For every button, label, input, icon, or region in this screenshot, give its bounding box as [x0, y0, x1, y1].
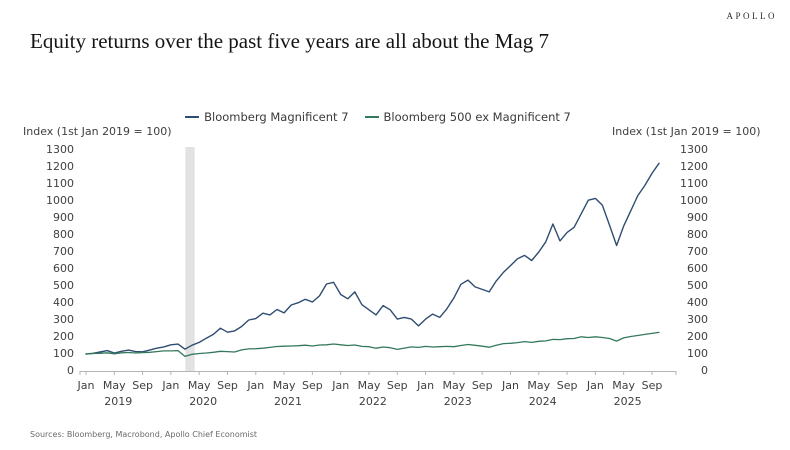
x-year-label: 2019 [104, 395, 133, 408]
y-tick-label-left: 800 [53, 228, 74, 241]
y-tick-label-right: 200 [687, 330, 708, 343]
y-tick-label-left: 900 [53, 211, 74, 224]
y-tick-label-right: 1300 [680, 143, 708, 156]
y-tick-label-right: 700 [687, 245, 708, 258]
y-tick-label-left: 1100 [46, 177, 74, 190]
y-tick-label-left: 1200 [46, 160, 74, 173]
x-month-label: Sep [641, 379, 663, 392]
x-month-label: May [272, 379, 296, 392]
x-month-label: Jan [247, 379, 265, 392]
y-tick-label-left: 600 [53, 262, 74, 275]
x-month-label: Jan [77, 379, 95, 392]
x-month-label: Sep [302, 379, 323, 392]
y-tick-label-left: 1300 [46, 143, 74, 156]
y-tick-label-left: 100 [53, 347, 74, 360]
x-month-label: May [102, 379, 126, 392]
y-tick-label-right: 500 [687, 279, 708, 292]
x-month-label: May [442, 379, 466, 392]
x-year-label: 2024 [528, 395, 557, 408]
y-tick-label-right: 600 [687, 262, 708, 275]
x-month-label: Sep [217, 379, 238, 392]
x-year-label: 2022 [358, 395, 387, 408]
y-tick-label-left: 300 [53, 313, 74, 326]
legend-swatch [364, 116, 379, 118]
x-month-label: May [357, 379, 381, 392]
x-month-label: May [612, 379, 635, 392]
legend-item: Bloomberg 500 ex Magnificent 7 [364, 110, 571, 124]
y-tick-label-left: 1000 [46, 194, 74, 207]
x-month-label: Sep [471, 379, 493, 392]
x-month-label: Sep [386, 379, 408, 392]
y-tick-label-right: 400 [687, 296, 708, 309]
x-month-label: Jan [417, 379, 435, 392]
y-tick-label-right: 800 [687, 228, 708, 241]
series-line-500-ex-magnificent-7 [85, 331, 660, 358]
y-tick-label-right: 300 [687, 313, 708, 326]
y-tick-label-right: 1100 [680, 177, 708, 190]
recession-band [185, 147, 195, 371]
y-tick-label-left: 500 [53, 279, 74, 292]
x-month-label: May [187, 379, 211, 392]
legend-swatch [185, 116, 200, 118]
x-month-label: Jan [586, 379, 604, 392]
x-month-label: Jan [162, 379, 180, 392]
apollo-logo: APOLLO [726, 11, 777, 21]
y-tick-label-left: 700 [53, 245, 74, 258]
x-year-label: 2020 [189, 395, 218, 408]
y-tick-label-left: 0 [67, 364, 74, 377]
x-month-label: Sep [132, 379, 153, 392]
page-title: Equity returns over the past five years … [30, 29, 549, 53]
series-line-magnificent-7 [85, 162, 660, 355]
legend-label: Bloomberg Magnificent 7 [204, 110, 349, 124]
legend-label: Bloomberg 500 ex Magnificent 7 [383, 110, 571, 124]
x-month-label: Jan [502, 379, 519, 392]
x-month-label: May [527, 379, 551, 392]
chart-legend: Bloomberg Magnificent 7 Bloomberg 500 ex … [80, 110, 676, 124]
legend-item: Bloomberg Magnificent 7 [185, 110, 349, 124]
y-axis-label-left: Index (1st Jan 2019 = 100) [23, 125, 172, 138]
y-tick-label-left: 200 [53, 330, 74, 343]
y-axis-label-right: Index (1st Jan 2019 = 100) [612, 125, 761, 138]
x-year-label: 2025 [613, 395, 642, 408]
y-tick-label-right: 1000 [680, 194, 708, 207]
x-month-label: Sep [556, 379, 578, 392]
y-tick-label-right: 100 [687, 347, 708, 360]
y-tick-label-right: 900 [687, 211, 708, 224]
sources-note: Sources: Bloomberg, Macrobond, Apollo Ch… [30, 430, 258, 439]
y-tick-label-left: 400 [53, 296, 74, 309]
x-year-label: 2023 [443, 395, 472, 408]
y-tick-label-right: 1200 [680, 160, 708, 173]
x-year-label: 2021 [274, 395, 302, 408]
x-month-label: Jan [332, 379, 350, 392]
y-tick-label-right: 0 [701, 364, 708, 377]
